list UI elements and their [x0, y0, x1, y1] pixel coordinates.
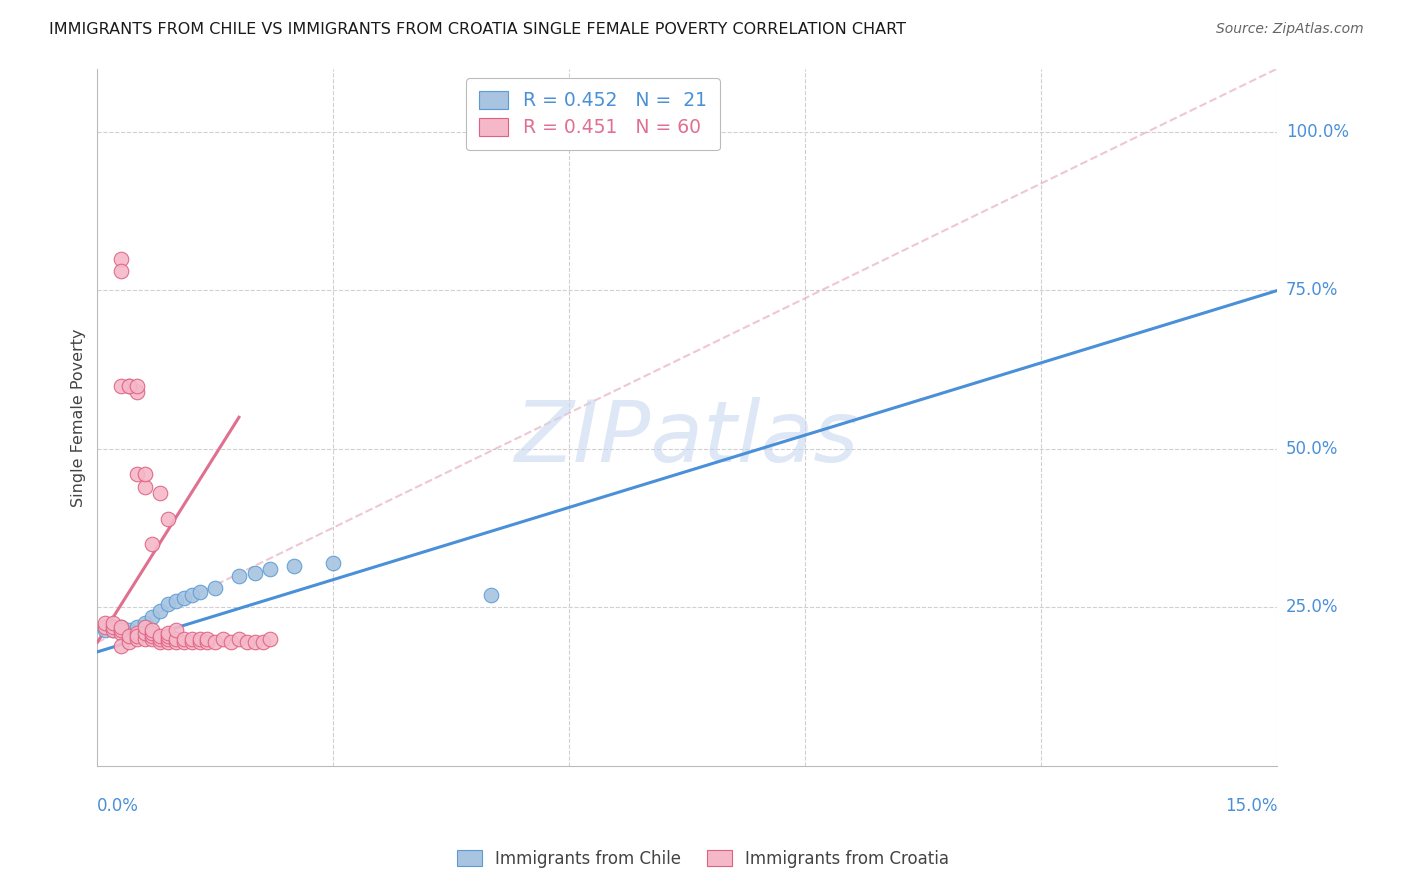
Point: [125, 629, 148, 643]
Point: [157, 597, 180, 611]
Y-axis label: Single Female Poverty: Single Female Poverty: [72, 328, 86, 507]
Point: [118, 635, 141, 649]
Point: [110, 639, 132, 653]
Point: [173, 635, 195, 649]
Point: [165, 635, 187, 649]
Point: [197, 635, 219, 649]
Point: [212, 632, 235, 647]
Point: [204, 582, 226, 596]
Point: [188, 632, 211, 647]
Legend: R = 0.452   N =  21, R = 0.451   N = 60: R = 0.452 N = 21, R = 0.451 N = 60: [467, 78, 720, 151]
Point: [173, 591, 195, 605]
Point: [479, 588, 502, 602]
Point: [165, 623, 187, 637]
Point: [173, 632, 195, 647]
Point: [157, 635, 180, 649]
Text: ZIPatlas: ZIPatlas: [515, 397, 859, 480]
Point: [180, 632, 202, 647]
Point: [188, 584, 211, 599]
Point: [110, 623, 132, 637]
Point: [125, 384, 148, 399]
Point: [125, 467, 148, 482]
Point: [180, 635, 202, 649]
Point: [110, 619, 132, 633]
Point: [149, 604, 172, 618]
Point: [141, 629, 163, 643]
Point: [165, 594, 187, 608]
Point: [141, 610, 163, 624]
Point: [149, 635, 172, 649]
Point: [243, 566, 266, 580]
Point: [180, 588, 202, 602]
Point: [322, 556, 344, 570]
Point: [118, 378, 141, 392]
Point: [118, 623, 141, 637]
Point: [110, 619, 132, 633]
Point: [101, 623, 124, 637]
Point: [219, 635, 242, 649]
Point: [149, 629, 172, 643]
Point: [94, 623, 117, 637]
Point: [236, 635, 259, 649]
Point: [157, 512, 180, 526]
Point: [94, 619, 117, 633]
Point: [134, 625, 156, 640]
Point: [157, 625, 180, 640]
Point: [157, 629, 180, 643]
Point: [204, 635, 226, 649]
Point: [134, 467, 156, 482]
Point: [101, 623, 124, 637]
Point: [197, 632, 219, 647]
Point: [157, 632, 180, 647]
Point: [101, 619, 124, 633]
Legend: Immigrants from Chile, Immigrants from Croatia: Immigrants from Chile, Immigrants from C…: [450, 844, 956, 875]
Point: [134, 480, 156, 494]
Text: 0.0%: 0.0%: [97, 797, 139, 814]
Point: [141, 537, 163, 551]
Point: [110, 252, 132, 266]
Point: [676, 125, 699, 139]
Point: [125, 625, 148, 640]
Point: [94, 616, 117, 631]
Point: [118, 378, 141, 392]
Text: IMMIGRANTS FROM CHILE VS IMMIGRANTS FROM CROATIA SINGLE FEMALE POVERTY CORRELATI: IMMIGRANTS FROM CHILE VS IMMIGRANTS FROM…: [49, 22, 907, 37]
Point: [165, 632, 187, 647]
Point: [110, 625, 132, 640]
Text: 50.0%: 50.0%: [1286, 440, 1339, 458]
Point: [188, 635, 211, 649]
Point: [125, 619, 148, 633]
Point: [125, 632, 148, 647]
Point: [125, 378, 148, 392]
Point: [110, 264, 132, 278]
Point: [118, 629, 141, 643]
Point: [252, 635, 274, 649]
Point: [259, 562, 281, 576]
Point: [283, 559, 305, 574]
Point: [149, 632, 172, 647]
Text: 100.0%: 100.0%: [1286, 123, 1348, 141]
Point: [141, 625, 163, 640]
Point: [110, 378, 132, 392]
Point: [259, 632, 281, 647]
Point: [134, 632, 156, 647]
Point: [134, 619, 156, 633]
Point: [141, 632, 163, 647]
Point: [149, 486, 172, 500]
Text: 15.0%: 15.0%: [1225, 797, 1278, 814]
Point: [243, 635, 266, 649]
Point: [134, 616, 156, 631]
Point: [228, 568, 250, 582]
Point: [101, 616, 124, 631]
Text: Source: ZipAtlas.com: Source: ZipAtlas.com: [1216, 22, 1364, 37]
Point: [228, 632, 250, 647]
Point: [141, 623, 163, 637]
Text: 75.0%: 75.0%: [1286, 282, 1339, 300]
Text: 25.0%: 25.0%: [1286, 599, 1339, 616]
